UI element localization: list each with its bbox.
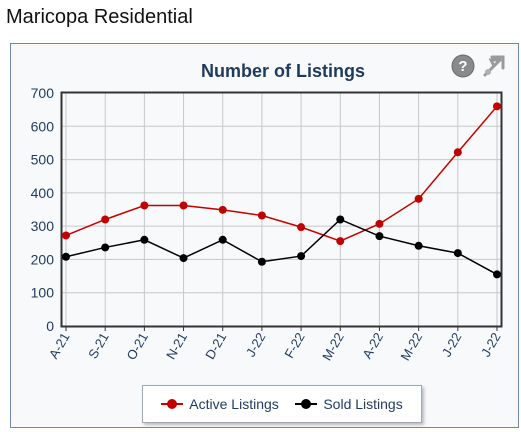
legend-item-active[interactable]: Active Listings	[161, 396, 279, 412]
y-tick-label: 0	[46, 318, 54, 334]
y-tick-label: 500	[31, 152, 55, 168]
data-point-sold[interactable]	[101, 243, 110, 252]
data-point-active[interactable]	[62, 231, 70, 240]
legend-swatch-active	[161, 399, 184, 409]
legend-label-sold: Sold Listings	[323, 396, 403, 412]
series-line-active	[65, 105, 498, 242]
data-point-active[interactable]	[375, 219, 384, 228]
data-point-active[interactable]	[453, 148, 462, 157]
data-point-active[interactable]	[336, 237, 345, 246]
data-point-sold[interactable]	[179, 254, 188, 263]
grid-layer	[62, 92, 501, 331]
series-layer	[62, 102, 501, 279]
data-point-sold[interactable]	[257, 257, 266, 266]
legend-item-sold[interactable]: Sold Listings	[295, 396, 403, 412]
legend-label-active: Active Listings	[189, 396, 279, 412]
data-point-active[interactable]	[297, 223, 306, 232]
data-point-sold[interactable]	[414, 241, 423, 250]
data-point-sold[interactable]	[62, 252, 70, 261]
data-point-sold[interactable]	[493, 270, 501, 279]
y-tick-label: 300	[31, 218, 55, 234]
y-tick-label: 700	[31, 85, 55, 101]
data-point-active[interactable]	[140, 201, 149, 210]
data-point-active[interactable]	[257, 211, 266, 220]
legend-swatch-sold	[295, 399, 318, 409]
plot-area	[60, 91, 503, 328]
data-point-sold[interactable]	[140, 235, 149, 244]
data-point-active[interactable]	[179, 201, 188, 210]
data-point-sold[interactable]	[297, 252, 306, 261]
series-line-sold	[65, 218, 498, 276]
y-axis-ticks: 0 100 200 300 400 500 600 700	[31, 85, 55, 334]
data-point-sold[interactable]	[336, 215, 345, 224]
data-point-active[interactable]	[414, 194, 423, 203]
data-point-sold[interactable]	[453, 249, 462, 258]
y-tick-label: 400	[31, 185, 55, 201]
legend: Active Listings Sold Listings	[142, 385, 422, 423]
data-point-active[interactable]	[493, 102, 501, 111]
data-point-sold[interactable]	[218, 235, 227, 244]
expand-icon[interactable]	[483, 55, 505, 77]
svg-text:?: ?	[458, 58, 467, 75]
chart-panel	[10, 43, 519, 428]
data-point-sold[interactable]	[375, 232, 384, 241]
chart-title: Number of Listings	[201, 61, 365, 81]
data-point-active[interactable]	[218, 205, 227, 214]
y-tick-label: 100	[31, 285, 55, 301]
page-title: Maricopa Residential	[6, 6, 193, 28]
data-point-active[interactable]	[101, 215, 110, 224]
y-tick-label: 600	[31, 118, 55, 134]
y-tick-label: 200	[31, 251, 55, 267]
help-icon[interactable]: ?	[451, 54, 475, 78]
